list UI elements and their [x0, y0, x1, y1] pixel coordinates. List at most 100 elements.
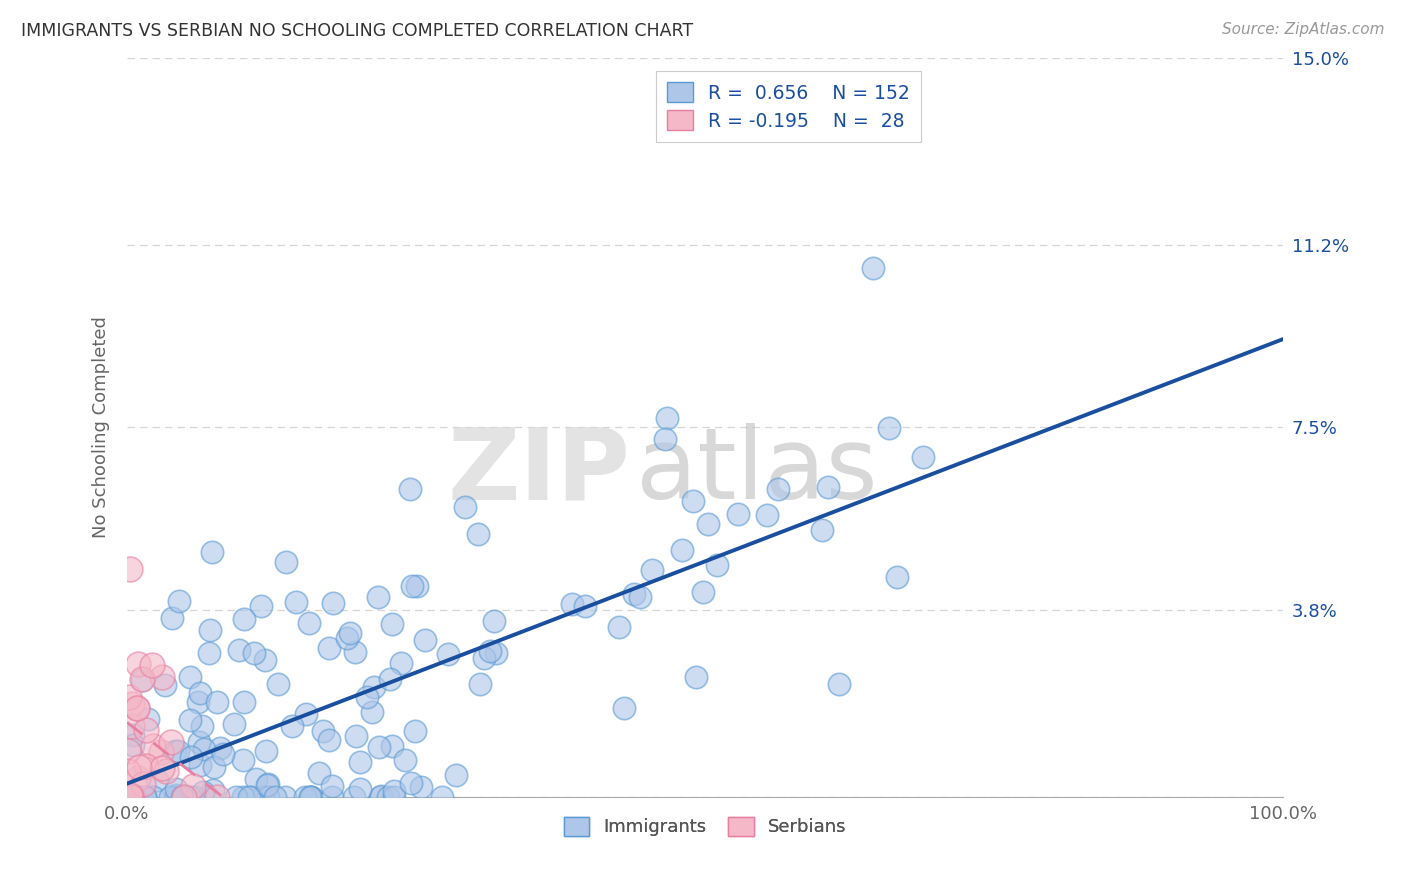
Point — [706, 558, 728, 573]
Point — [561, 597, 583, 611]
Point — [482, 614, 505, 628]
Point — [368, 740, 391, 755]
Point — [160, 611, 183, 625]
Point — [299, 790, 322, 805]
Point — [121, 738, 143, 752]
Point — [205, 695, 228, 709]
Point — [349, 756, 371, 770]
Point — [245, 772, 267, 786]
Point — [384, 790, 406, 805]
Point — [125, 701, 148, 715]
Point — [294, 790, 316, 805]
Point — [188, 686, 211, 700]
Point — [155, 678, 177, 692]
Point — [131, 673, 153, 687]
Point — [696, 516, 718, 531]
Point — [136, 712, 159, 726]
Point — [128, 760, 150, 774]
Point — [479, 644, 502, 658]
Point — [166, 790, 188, 805]
Point — [155, 764, 177, 779]
Point — [363, 680, 385, 694]
Point — [202, 782, 225, 797]
Point — [117, 744, 139, 758]
Point — [131, 790, 153, 805]
Point — [254, 652, 277, 666]
Point — [238, 790, 260, 805]
Point — [377, 790, 399, 805]
Point — [191, 785, 214, 799]
Point — [254, 744, 277, 758]
Point — [256, 790, 278, 805]
Point — [179, 670, 201, 684]
Point — [160, 735, 183, 749]
Point — [273, 790, 295, 805]
Point — [692, 585, 714, 599]
Point — [167, 594, 190, 608]
Point — [381, 617, 404, 632]
Legend: Immigrants, Serbians: Immigrants, Serbians — [557, 810, 853, 844]
Point — [124, 790, 146, 805]
Point — [727, 507, 749, 521]
Point — [222, 717, 245, 731]
Point — [685, 670, 707, 684]
Point — [167, 790, 190, 805]
Point — [912, 450, 935, 464]
Point — [336, 631, 359, 645]
Point — [404, 723, 426, 738]
Point — [188, 758, 211, 772]
Point — [174, 790, 197, 805]
Point — [657, 411, 679, 425]
Point — [613, 701, 636, 715]
Point — [298, 615, 321, 630]
Point — [394, 754, 416, 768]
Point — [308, 765, 330, 780]
Point — [294, 707, 316, 722]
Text: IMMIGRANTS VS SERBIAN NO SCHOOLING COMPLETED CORRELATION CHART: IMMIGRANTS VS SERBIAN NO SCHOOLING COMPL… — [21, 22, 693, 40]
Point — [399, 775, 422, 789]
Point — [437, 647, 460, 661]
Point — [122, 790, 145, 805]
Point — [349, 782, 371, 797]
Point — [121, 719, 143, 733]
Point — [124, 790, 146, 805]
Point — [193, 742, 215, 756]
Point — [343, 790, 366, 805]
Point — [382, 784, 405, 798]
Point — [165, 788, 187, 802]
Point — [172, 790, 194, 805]
Point — [131, 673, 153, 687]
Point — [198, 624, 221, 638]
Point — [242, 646, 264, 660]
Point — [321, 779, 343, 793]
Point — [401, 579, 423, 593]
Point — [406, 579, 429, 593]
Point — [232, 612, 254, 626]
Point — [181, 779, 204, 793]
Point — [256, 777, 278, 791]
Point — [415, 633, 437, 648]
Point — [318, 732, 340, 747]
Point — [256, 778, 278, 792]
Point — [472, 651, 495, 665]
Point — [827, 677, 849, 691]
Point — [682, 493, 704, 508]
Point — [118, 562, 141, 576]
Point — [232, 753, 254, 767]
Point — [886, 570, 908, 584]
Point — [318, 640, 340, 655]
Point — [322, 595, 344, 609]
Point — [623, 587, 645, 601]
Point — [165, 781, 187, 796]
Point — [118, 788, 141, 802]
Point — [285, 595, 308, 609]
Point — [409, 780, 432, 794]
Point — [811, 523, 834, 537]
Point — [232, 695, 254, 709]
Point — [299, 790, 322, 805]
Point — [142, 790, 165, 805]
Point — [339, 626, 361, 640]
Point — [574, 599, 596, 614]
Point — [755, 508, 778, 522]
Point — [367, 590, 389, 604]
